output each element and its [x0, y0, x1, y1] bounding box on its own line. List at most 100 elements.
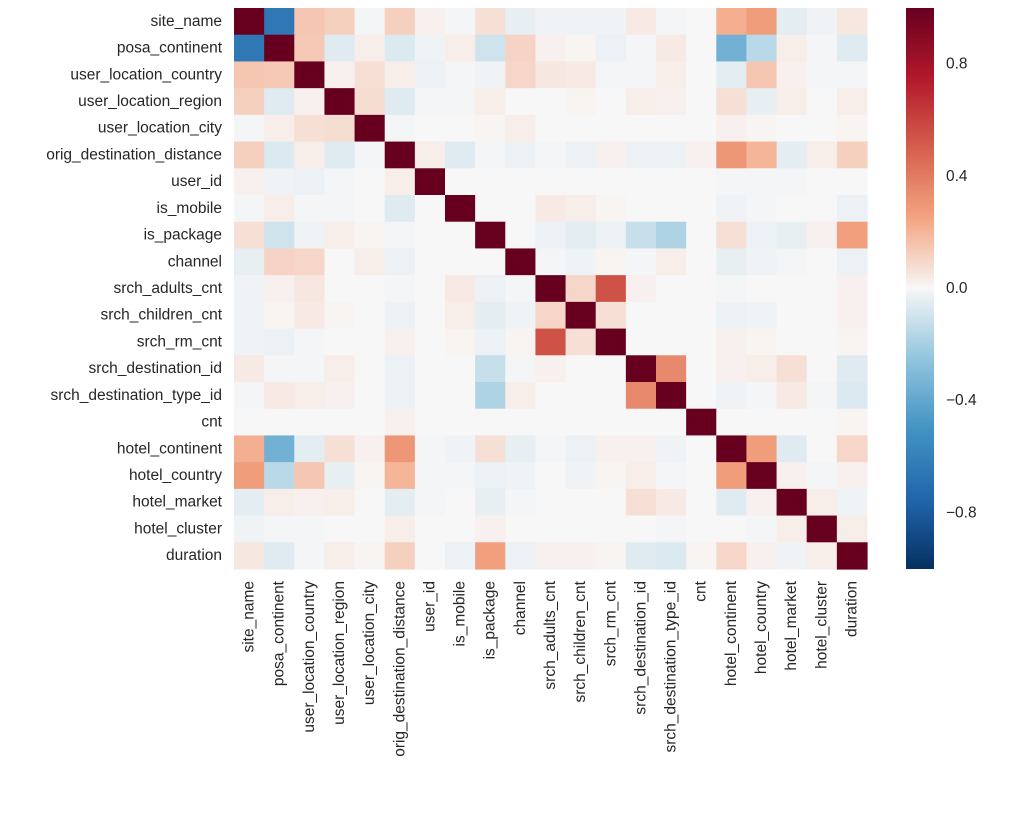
column-tick-label: user_location_region — [331, 581, 348, 725]
heatmap-cell — [686, 61, 717, 89]
heatmap-cell — [595, 61, 627, 89]
heatmap-cell — [445, 408, 476, 437]
heatmap-cell — [264, 515, 295, 543]
heatmap-cell — [565, 515, 597, 543]
heatmap-cell — [806, 8, 838, 36]
heatmap-cell — [264, 435, 295, 463]
heatmap-cell — [746, 301, 778, 330]
row-tick-label: cnt — [201, 414, 222, 431]
heatmap-cell — [384, 408, 416, 437]
heatmap-cell — [384, 275, 416, 303]
heatmap-cell — [414, 221, 446, 250]
colorbar — [906, 8, 934, 569]
heatmap-cell — [505, 248, 537, 276]
row-tick-label: user_location_region — [78, 93, 222, 110]
heatmap-cell — [505, 275, 537, 303]
heatmap-cell — [505, 382, 537, 410]
heatmap-cell — [414, 435, 446, 463]
heatmap-cell — [806, 542, 838, 570]
colorbar-tick-label: −0.4 — [946, 392, 977, 409]
heatmap-cell — [686, 88, 717, 116]
heatmap-cell — [776, 275, 808, 303]
heatmap-cell — [656, 61, 687, 89]
heatmap-cell — [716, 141, 748, 169]
heatmap-cell — [716, 248, 748, 276]
row-tick-label: hotel_country — [129, 467, 222, 484]
heatmap-cell — [384, 515, 416, 543]
heatmap-cell — [836, 88, 868, 116]
heatmap-cell — [716, 114, 748, 143]
heatmap-cell — [776, 435, 808, 463]
heatmap-cell — [836, 168, 868, 196]
heatmap-cell — [836, 488, 868, 517]
heatmap-cell — [686, 114, 717, 143]
heatmap-cell — [595, 408, 627, 437]
heatmap-cell — [445, 275, 476, 303]
heatmap-cell — [746, 542, 778, 570]
heatmap-cell — [294, 168, 326, 196]
heatmap-cell — [625, 488, 657, 517]
heatmap-cell — [505, 488, 537, 517]
heatmap-cell — [354, 88, 386, 116]
heatmap-cell — [324, 435, 356, 463]
heatmap-cell — [414, 275, 446, 303]
heatmap-cell — [776, 328, 808, 356]
row-tick-label: user_location_country — [70, 66, 222, 83]
heatmap-cell — [776, 34, 808, 63]
heatmap-cell — [625, 382, 657, 410]
heatmap-cell — [475, 168, 506, 196]
row-tick-label: srch_rm_cnt — [137, 333, 223, 350]
heatmap-cell — [716, 221, 748, 250]
heatmap-cell — [595, 382, 627, 410]
heatmap-cell — [354, 488, 386, 517]
heatmap-cell — [354, 248, 386, 276]
row-tick-label: user_location_city — [98, 120, 222, 137]
heatmap-cell — [535, 61, 567, 89]
heatmap-cell — [475, 248, 506, 276]
heatmap-cell — [565, 328, 597, 356]
heatmap-cell — [595, 114, 627, 143]
heatmap-cell — [264, 542, 295, 570]
heatmap-cell — [414, 462, 446, 490]
heatmap-cell — [656, 168, 687, 196]
heatmap-cell — [384, 8, 416, 36]
heatmap-cell — [234, 328, 265, 356]
heatmap-cell — [324, 114, 356, 143]
heatmap-cell — [324, 8, 356, 36]
heatmap-cell — [264, 462, 295, 490]
heatmap-cell — [746, 114, 778, 143]
heatmap-cell — [656, 515, 687, 543]
heatmap-cell — [264, 248, 295, 276]
heatmap-cell — [234, 141, 265, 169]
heatmap-cell — [836, 34, 868, 63]
heatmap-cell — [445, 114, 476, 143]
heatmap-cell — [776, 141, 808, 169]
heatmap-cell — [294, 221, 326, 250]
heatmap-cell — [475, 195, 506, 223]
heatmap-cell — [686, 8, 717, 36]
heatmap-cell — [595, 542, 627, 570]
heatmap-cell — [294, 515, 326, 543]
heatmap-cell — [264, 61, 295, 89]
heatmap-cell — [384, 221, 416, 250]
heatmap-cell — [806, 328, 838, 356]
heatmap-cell — [505, 355, 537, 383]
heatmap-cell — [746, 488, 778, 517]
heatmap-cell — [475, 61, 506, 89]
heatmap-cell — [414, 515, 446, 543]
heatmap-cell — [294, 301, 326, 330]
heatmap-cell — [776, 355, 808, 383]
heatmap-cell — [716, 328, 748, 356]
heatmap-cell — [475, 382, 506, 410]
heatmap-cell — [656, 195, 687, 223]
heatmap-cell — [595, 275, 627, 303]
heatmap-cell — [475, 88, 506, 116]
heatmap-cell — [445, 221, 476, 250]
heatmap-cell — [595, 435, 627, 463]
heatmap-cell — [656, 8, 687, 36]
heatmap-cell — [475, 462, 506, 490]
heatmap-cell — [384, 435, 416, 463]
heatmap-cell — [625, 542, 657, 570]
heatmap-cell — [505, 542, 537, 570]
heatmap-cell — [716, 88, 748, 116]
